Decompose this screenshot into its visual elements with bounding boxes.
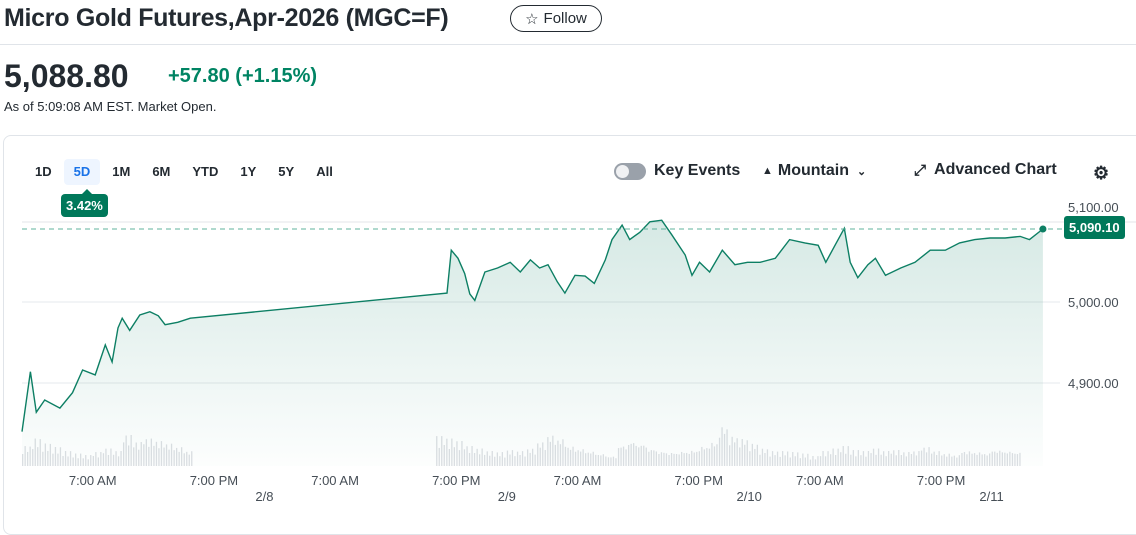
tab-range-1d[interactable]: 1D xyxy=(35,164,52,179)
key-events-label: Key Events xyxy=(654,162,741,179)
page-title: Micro Gold Futures,Apr-2026 (MGC=F) xyxy=(4,4,449,32)
change-value: +57.80 xyxy=(168,65,230,87)
quote-timestamp: As of 5:09:08 AM EST. Market Open. xyxy=(4,99,217,114)
tab-range-1y[interactable]: 1Y xyxy=(240,164,257,179)
tab-range-all[interactable]: All xyxy=(316,164,333,179)
chevron-down-icon: ⌄ xyxy=(856,165,867,178)
key-events-toggle[interactable]: Key Events xyxy=(614,162,740,180)
chart-type-label: Mountain xyxy=(777,162,849,179)
star-icon: ☆ xyxy=(525,10,539,28)
follow-label: Follow xyxy=(543,10,587,27)
settings-button[interactable]: ⚙ xyxy=(1093,163,1109,184)
tab-range-5d[interactable]: 5D xyxy=(63,159,101,185)
quote-change: +57.80 (+1.15%) xyxy=(168,65,317,88)
advanced-chart-label: Advanced Chart xyxy=(934,161,1057,178)
chart-type-dropdown[interactable]: ▲ Mountain ⌄ xyxy=(762,162,866,180)
quote-price: 5,088.80 xyxy=(4,58,129,94)
tab-range-5y[interactable]: 5Y xyxy=(278,164,295,179)
divider xyxy=(0,44,1136,45)
current-price-label: 5,090.10 xyxy=(1064,216,1125,240)
advanced-chart-button[interactable]: ⤢ Advanced Chart xyxy=(914,161,1057,179)
toggle-switch[interactable] xyxy=(614,162,646,180)
tab-range-6m[interactable]: 6M xyxy=(152,164,171,179)
expand-icon: ⤢ xyxy=(914,161,927,179)
chart-card xyxy=(3,135,1136,535)
range-change-badge: 3.42% xyxy=(61,189,108,217)
range-tabs: 1D 5D 1M 6M YTD 1Y 5Y All xyxy=(25,159,345,185)
follow-button[interactable]: ☆ Follow xyxy=(510,5,602,32)
tab-range-ytd[interactable]: YTD xyxy=(192,164,219,179)
gear-icon: ⚙ xyxy=(1093,163,1110,183)
tab-range-1m[interactable]: 1M xyxy=(112,164,131,179)
change-percent: (+1.15%) xyxy=(235,65,318,87)
mountain-icon: ▲ xyxy=(762,165,773,177)
